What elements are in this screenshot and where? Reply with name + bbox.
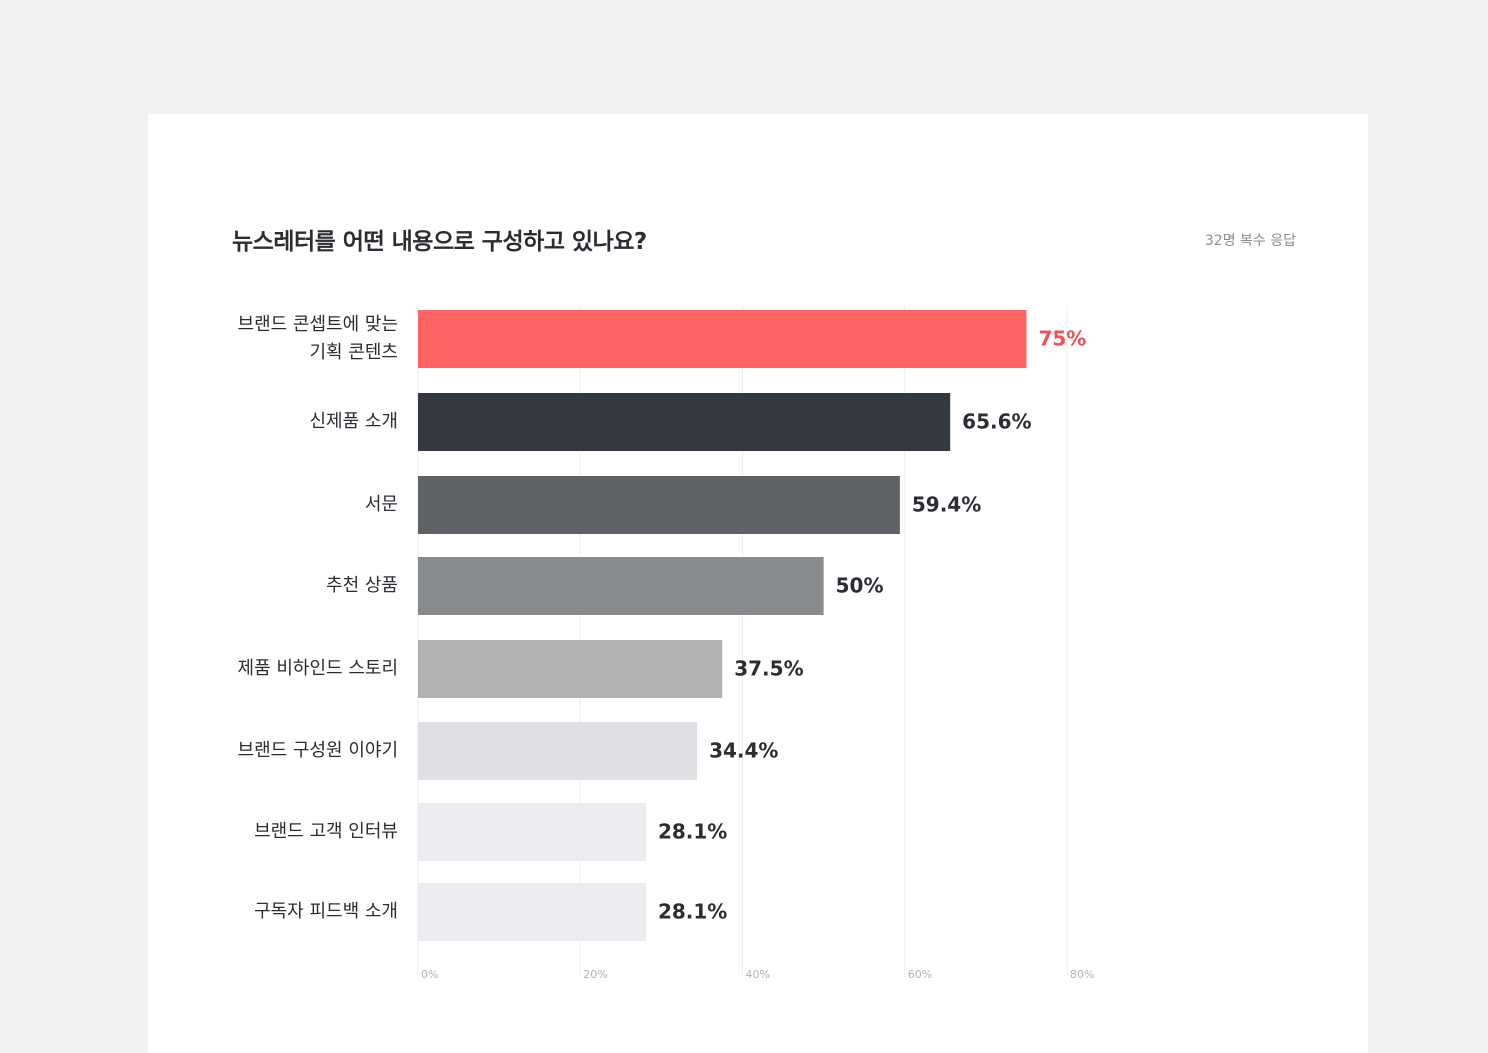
category-label: 신제품 소개	[309, 411, 398, 432]
x-tick-label: 20%	[583, 968, 607, 981]
value-label: 34.4%	[709, 739, 778, 763]
respondents-note: 32명 복수 응답	[1204, 233, 1296, 249]
bar	[418, 640, 723, 698]
x-tick-label: 80%	[1070, 968, 1094, 981]
category-label: 구독자 피드백 소개	[254, 901, 398, 922]
bar	[418, 722, 698, 780]
value-label: 65.6%	[962, 410, 1031, 434]
bar	[418, 803, 646, 861]
bar	[418, 476, 900, 534]
category-label: 브랜드 고객 인터뷰	[254, 821, 398, 842]
x-tick-label: 40%	[746, 968, 770, 981]
category-label: 서문	[365, 494, 398, 515]
value-label: 37.5%	[734, 657, 803, 681]
bar	[418, 557, 824, 615]
bar	[418, 393, 951, 451]
x-tick-label: 60%	[908, 968, 932, 981]
value-label: 59.4%	[912, 493, 981, 517]
chart-title: 뉴스레터를 어떤 내용으로 구성하고 있나요?	[232, 229, 647, 255]
category-label: 브랜드 콘셉트에 맞는	[238, 314, 398, 335]
bar	[418, 883, 646, 941]
category-label: 제품 비하인드 스토리	[238, 658, 398, 679]
x-tick-label: 0%	[421, 968, 438, 981]
value-label: 75%	[1038, 327, 1086, 351]
category-label: 기획 콘텐츠	[309, 342, 398, 363]
value-label: 28.1%	[658, 900, 727, 924]
value-label: 28.1%	[658, 820, 727, 844]
category-label: 브랜드 구성원 이야기	[238, 740, 398, 761]
value-label: 50%	[836, 574, 884, 598]
bar	[418, 310, 1027, 368]
category-label: 추천 상품	[326, 575, 398, 596]
